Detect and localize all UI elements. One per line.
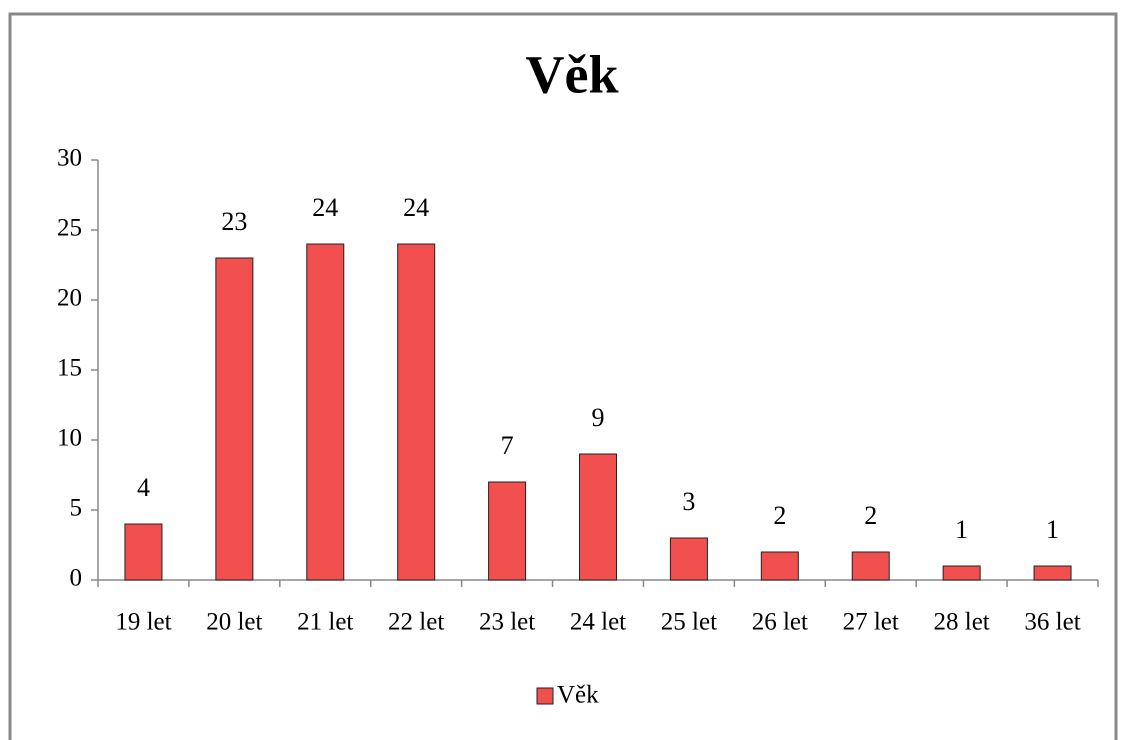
value-label: 2 <box>864 501 877 530</box>
value-label: 2 <box>773 501 786 530</box>
x-tick-label: 19 let <box>115 609 171 636</box>
bar <box>488 481 527 581</box>
x-tick-label: 21 let <box>297 609 353 636</box>
y-tick-label: 20 <box>57 285 82 312</box>
bar <box>124 523 163 581</box>
x-tick-label: 26 let <box>752 609 808 636</box>
bar <box>669 537 708 581</box>
legend-swatch <box>536 687 554 705</box>
chart-border <box>8 12 1118 740</box>
value-label: 7 <box>501 431 514 460</box>
bar <box>215 257 254 581</box>
value-label: 24 <box>312 193 338 222</box>
bar <box>851 551 890 581</box>
bar <box>397 243 436 581</box>
bar <box>760 551 799 581</box>
value-label: 9 <box>592 403 605 432</box>
value-label: 24 <box>403 193 429 222</box>
legend-label: Věk <box>557 682 599 709</box>
value-label: 4 <box>137 473 150 502</box>
x-tick-label: 28 let <box>934 609 990 636</box>
value-label: 1 <box>955 515 968 544</box>
bar <box>942 565 981 581</box>
x-tick-label: 25 let <box>661 609 717 636</box>
x-tick-label: 27 let <box>843 609 899 636</box>
y-tick-label: 10 <box>57 425 82 452</box>
value-label: 3 <box>682 487 695 516</box>
x-tick-label: 23 let <box>479 609 535 636</box>
y-tick-label: 0 <box>70 565 83 592</box>
x-tick-label: 20 let <box>206 609 262 636</box>
y-tick-label: 15 <box>57 355 82 382</box>
value-label: 1 <box>1046 515 1059 544</box>
y-tick-label: 25 <box>57 215 82 242</box>
bar <box>306 243 345 581</box>
bar <box>1033 565 1072 581</box>
x-tick-label: 36 let <box>1024 609 1080 636</box>
y-tick-label: 30 <box>57 145 82 172</box>
value-label: 23 <box>221 207 247 236</box>
bar <box>579 453 617 581</box>
x-tick-label: 24 let <box>570 609 626 636</box>
y-tick-label: 5 <box>70 495 83 522</box>
x-tick-label: 22 let <box>388 609 444 636</box>
chart-title: Věk <box>526 44 619 104</box>
